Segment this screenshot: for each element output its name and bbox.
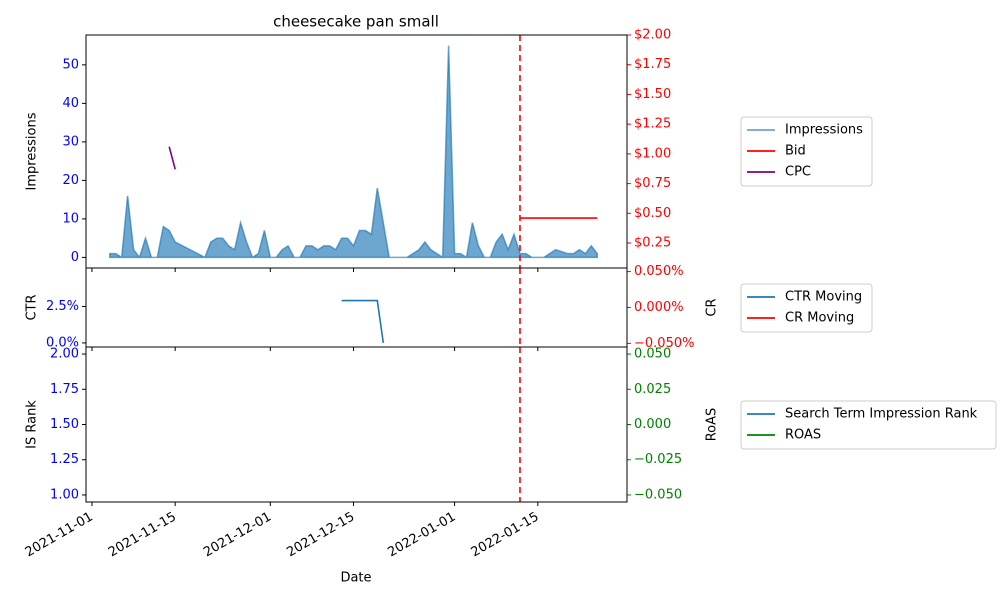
y2-tick-label: 0.050% xyxy=(634,264,684,279)
y-tick-label: 1.75 xyxy=(50,382,79,397)
chart-title: cheesecake pan small xyxy=(273,13,439,31)
y2-tick-label: $2.00 xyxy=(634,28,671,43)
y2-tick-label: $1.50 xyxy=(634,87,671,102)
y2-axis-label: RoAS xyxy=(705,408,720,442)
y-tick-label: 10 xyxy=(62,211,79,226)
x-tick-label: 2021-11-15 xyxy=(106,510,179,561)
line xyxy=(168,146,176,170)
area xyxy=(109,45,599,260)
legend-label: CR Moving xyxy=(785,311,854,326)
y2-tick-label: 0.000 xyxy=(634,417,671,432)
y-tick-label: 40 xyxy=(62,96,79,111)
y2-tick-label: $0.25 xyxy=(634,236,671,251)
legend-label: CTR Moving xyxy=(785,290,862,305)
legend-label: Bid xyxy=(785,144,806,159)
legend-box xyxy=(740,116,873,187)
y-tick-label: 1.50 xyxy=(50,417,79,432)
y2-tick-label: −0.025 xyxy=(634,452,682,467)
y-tick-label: 20 xyxy=(62,173,79,188)
y-tick-label: 2.00 xyxy=(50,347,79,362)
y2-tick-label: −0.050 xyxy=(634,487,682,502)
y-tick-label: 1.00 xyxy=(50,487,79,502)
y-tick-label: 0.0% xyxy=(46,335,79,350)
legend-label: Search Term Impression Rank xyxy=(785,407,978,422)
y-tick-label: 30 xyxy=(62,134,79,149)
y2-tick-label: 0.050 xyxy=(634,347,671,362)
y2-tick-label: $0.50 xyxy=(634,206,671,221)
legend-label: Impressions xyxy=(785,123,863,138)
x-tick-label: 2021-12-01 xyxy=(201,510,274,561)
y2-tick-label: 0.025 xyxy=(634,382,671,397)
x-tick-label: 2021-12-15 xyxy=(284,510,357,561)
y-axis-label: CTR xyxy=(25,294,40,320)
axes-frame xyxy=(85,267,628,348)
y-tick-label: 1.25 xyxy=(50,452,79,467)
legend-box xyxy=(740,283,873,333)
y-tick-label: 2.5% xyxy=(46,299,79,314)
legend-box xyxy=(740,400,997,450)
x-tick-label: 2022-01-01 xyxy=(385,510,458,561)
y-tick-label: 0 xyxy=(71,250,79,265)
y2-tick-label: 0.000% xyxy=(634,300,684,315)
y2-tick-label: $1.25 xyxy=(634,117,671,132)
y2-axis-label: CR xyxy=(705,298,720,316)
x-tick-label: 2021-11-01 xyxy=(23,510,96,561)
legend-label: CPC xyxy=(785,165,811,180)
line xyxy=(341,299,385,344)
y-axis-label: Impressions xyxy=(25,112,40,190)
y2-tick-label: $1.75 xyxy=(634,57,671,72)
y-tick-label: 50 xyxy=(62,57,79,72)
legend-label: ROAS xyxy=(785,428,821,443)
y2-tick-label: −0.050% xyxy=(634,336,694,351)
axes-frame xyxy=(85,346,628,503)
x-axis-label: Date xyxy=(340,571,371,586)
y2-tick-label: $1.00 xyxy=(634,146,671,161)
y-axis-label: IS Rank xyxy=(25,400,40,449)
x-tick-label: 2022-01-15 xyxy=(469,510,542,561)
y2-tick-label: $0.75 xyxy=(634,176,671,191)
